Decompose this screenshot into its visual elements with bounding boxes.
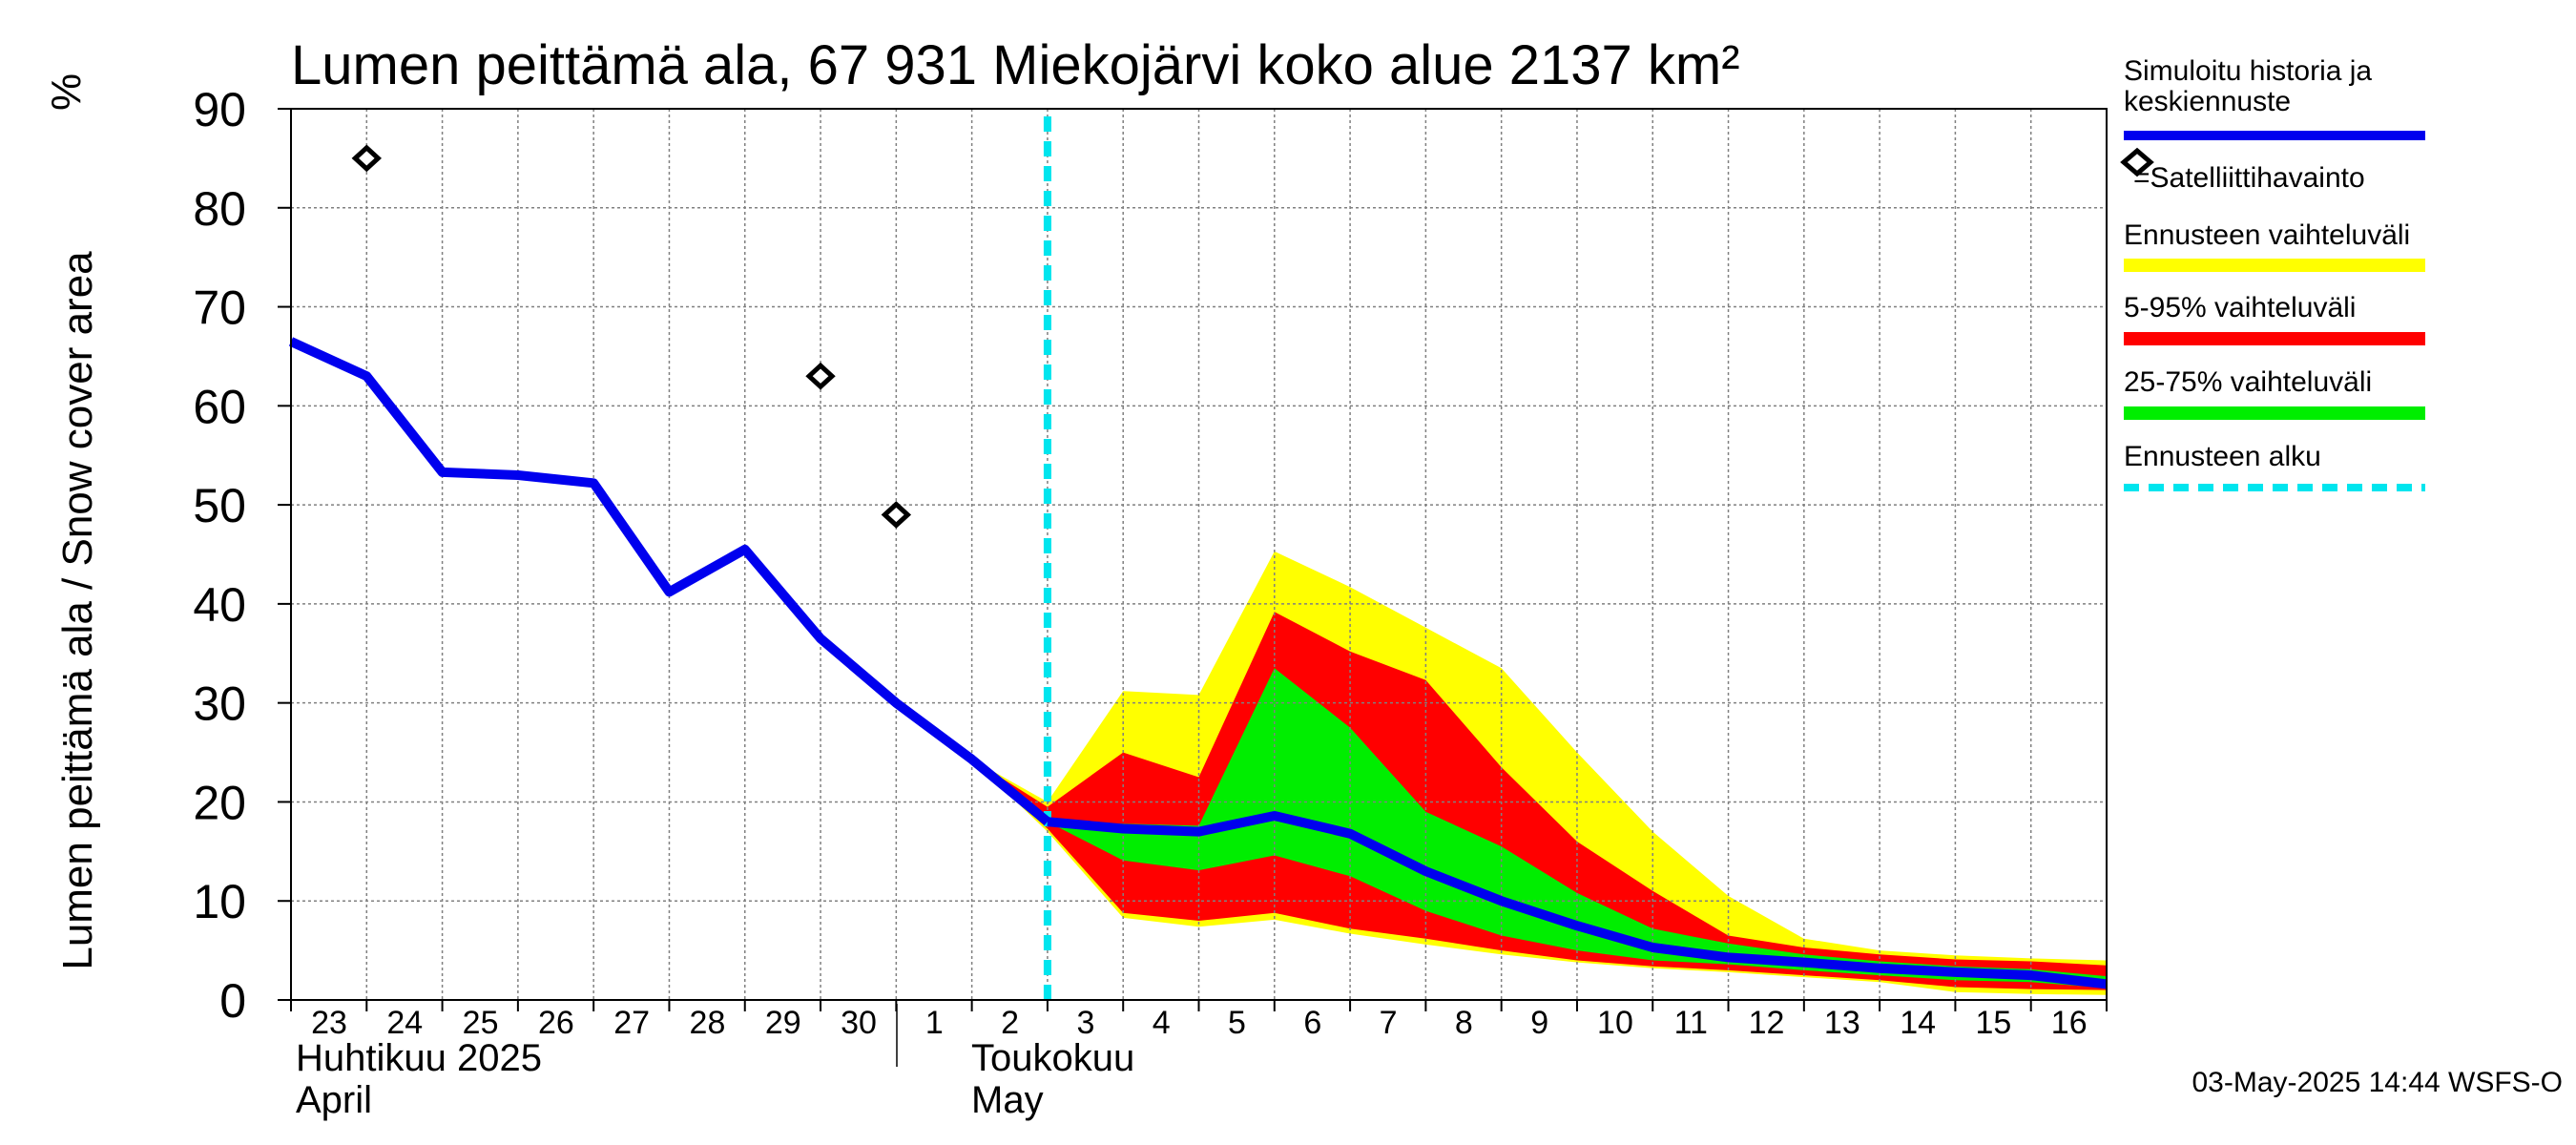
y-tick-label: 80 [193, 182, 246, 236]
x-tick-label: 2 [1001, 1005, 1019, 1041]
y-tick-label: 70 [193, 281, 246, 335]
y-tick-label: 50 [193, 479, 246, 532]
y-axis-label: Lumen peittämä ala / Snow cover area [54, 251, 101, 970]
x-tick-label: 26 [538, 1005, 574, 1041]
satellite-point [805, 362, 836, 390]
legend-history-label-1: Simuloitu historia ja [2124, 55, 2372, 87]
legend-satellite-label: =Satelliittihavainto [2133, 162, 2365, 194]
legend-satellite-marker [2120, 147, 2154, 177]
legend-history-label-2: keskiennuste [2124, 86, 2291, 117]
x-tick-label: 10 [1597, 1005, 1633, 1041]
history-line [288, 337, 1051, 826]
y-axis-unit: % [43, 73, 90, 111]
chart-title: Lumen peittämä ala, 67 931 Miekojärvi ko… [291, 34, 1740, 96]
x-tick-label: 24 [386, 1005, 423, 1041]
x-tick-label: 15 [1976, 1005, 2012, 1041]
month-label-april-fi: Huhtikuu 2025 [296, 1037, 542, 1079]
band-5-95 [971, 612, 2107, 990]
x-tick-label: 1 [925, 1005, 944, 1041]
x-tick-label: 13 [1824, 1005, 1860, 1041]
axes [278, 108, 2108, 1011]
x-tick-label: 25 [463, 1005, 499, 1041]
y-tick-label: 10 [193, 875, 246, 928]
x-tick-label: 27 [613, 1005, 650, 1041]
legend: Simuloitu historia ja keskiennuste =Sate… [2120, 55, 2425, 491]
legend-full-range-label: Ennusteen vaihteluväli [2124, 219, 2410, 251]
y-tick-label: 40 [193, 578, 246, 632]
x-tick-label: 23 [311, 1005, 347, 1041]
x-tick-label: 9 [1530, 1005, 1548, 1041]
month-label-may-en: May [971, 1079, 1044, 1121]
median-series [288, 337, 2108, 989]
median-forecast-line [1047, 811, 2108, 989]
satellite-observations [351, 144, 912, 529]
y-tick-labels: 0 10 20 30 40 50 60 70 80 90 [193, 83, 246, 1028]
x-tick-label: 16 [2051, 1005, 2088, 1041]
forecast-bands [971, 551, 2107, 995]
x-tick-label: 14 [1900, 1005, 1936, 1041]
x-tick-label: 7 [1380, 1005, 1398, 1041]
footer-timestamp: 03-May-2025 14:44 WSFS-O [2192, 1067, 2564, 1098]
x-tick-labels: 23 24 25 26 27 28 29 30 1 2 3 4 5 6 7 8 9 10 11 12 13 14 15 16 [311, 1005, 2088, 1041]
grid [291, 108, 2107, 1000]
satellite-point [881, 501, 912, 529]
y-tick-label: 30 [193, 677, 246, 731]
x-tick-label: 5 [1228, 1005, 1246, 1041]
legend-5-95-label: 5-95% vaihteluväli [2124, 292, 2356, 323]
x-tick-label: 28 [690, 1005, 726, 1041]
legend-25-75-label: 25-75% vaihteluväli [2124, 366, 2372, 398]
month-label-may-fi: Toukokuu [971, 1037, 1134, 1079]
month-label-april-en: April [296, 1079, 372, 1121]
y-tick-label: 90 [193, 83, 246, 136]
x-tick-label: 8 [1455, 1005, 1473, 1041]
x-tick-label: 30 [841, 1005, 877, 1041]
satellite-point [351, 144, 382, 173]
legend-forecast-start-label: Ennusteen alku [2124, 441, 2321, 472]
y-tick-label: 60 [193, 380, 246, 433]
y-tick-label: 20 [193, 776, 246, 829]
x-tick-label: 3 [1076, 1005, 1094, 1041]
x-tick-label: 12 [1749, 1005, 1785, 1041]
x-tick-label: 4 [1153, 1005, 1171, 1041]
x-tick-label: 29 [765, 1005, 801, 1041]
y-tick-label: 0 [219, 974, 246, 1028]
band-25-75 [1047, 668, 2107, 989]
x-tick-label: 6 [1303, 1005, 1321, 1041]
x-tick-label: 11 [1674, 1005, 1708, 1041]
